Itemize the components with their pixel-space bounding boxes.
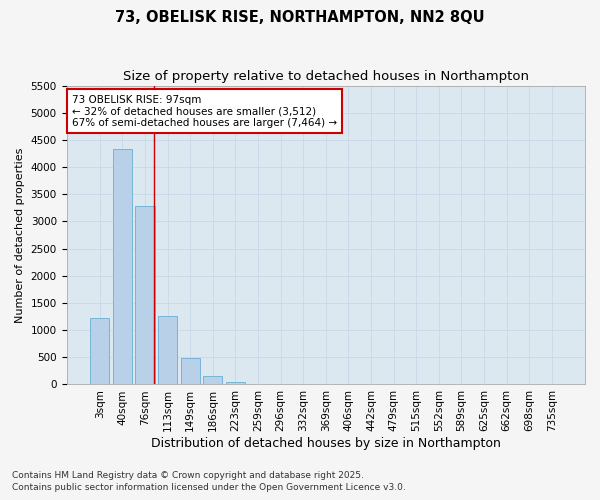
- Title: Size of property relative to detached houses in Northampton: Size of property relative to detached ho…: [123, 70, 529, 83]
- Bar: [136, 206, 155, 384]
- Text: 73, OBELISK RISE, NORTHAMPTON, NN2 8QU: 73, OBELISK RISE, NORTHAMPTON, NN2 8QU: [115, 10, 485, 25]
- Text: 73 OBELISK RISE: 97sqm
← 32% of detached houses are smaller (3,512)
67% of semi-: 73 OBELISK RISE: 97sqm ← 32% of detached…: [72, 94, 337, 128]
- Y-axis label: Number of detached properties: Number of detached properties: [15, 148, 25, 322]
- X-axis label: Distribution of detached houses by size in Northampton: Distribution of detached houses by size …: [151, 437, 501, 450]
- Bar: [158, 316, 177, 384]
- Bar: [226, 382, 245, 384]
- Bar: [203, 376, 223, 384]
- Bar: [181, 358, 200, 384]
- Text: Contains HM Land Registry data © Crown copyright and database right 2025.
Contai: Contains HM Land Registry data © Crown c…: [12, 471, 406, 492]
- Bar: [90, 318, 109, 384]
- Bar: [113, 149, 132, 384]
